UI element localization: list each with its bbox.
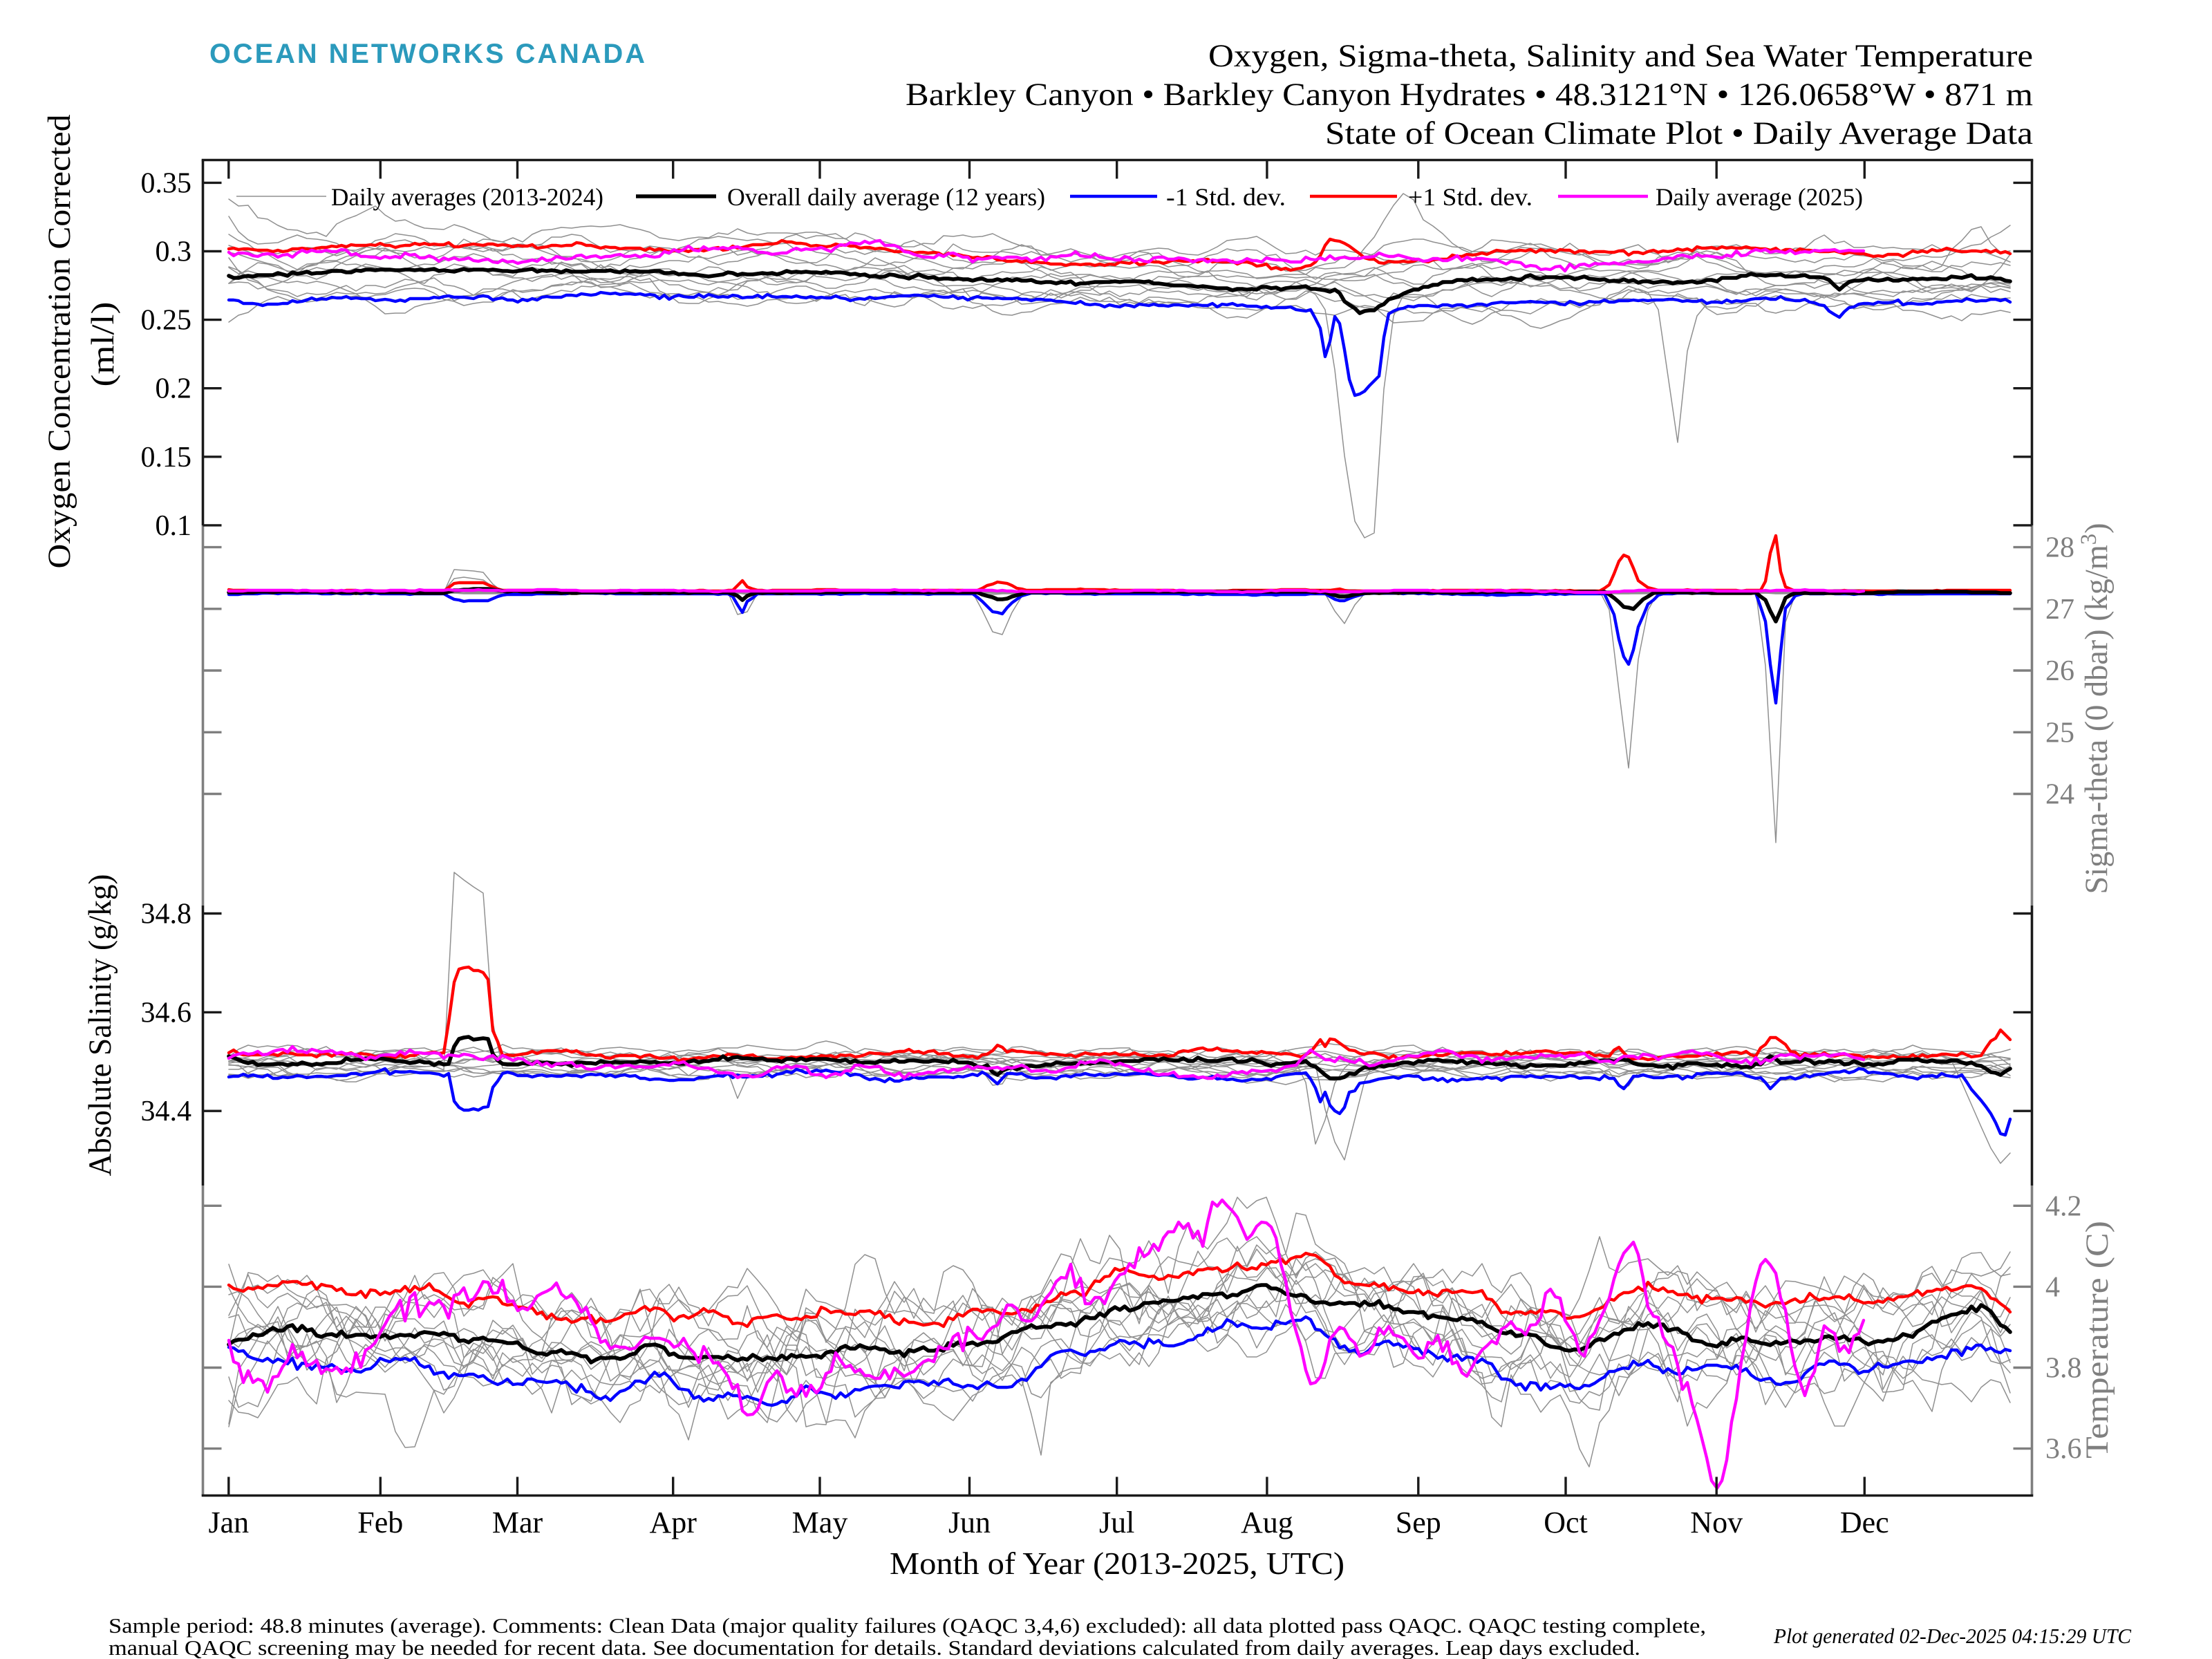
- svg-text:-1 Std. dev.: -1 Std. dev.: [1166, 183, 1286, 211]
- svg-text:Mar: Mar: [492, 1506, 543, 1539]
- svg-text:Overall daily average (12 year: Overall daily average (12 years): [727, 183, 1045, 211]
- svg-text:4.2: 4.2: [2045, 1190, 2082, 1222]
- svg-text:Oxygen Concentration Corrected: Oxygen Concentration Corrected: [41, 115, 77, 569]
- svg-text:Jan: Jan: [208, 1506, 249, 1539]
- svg-text:3.8: 3.8: [2045, 1353, 2082, 1385]
- svg-text:27: 27: [2045, 594, 2074, 626]
- svg-text:(ml/l): (ml/l): [85, 302, 121, 387]
- svg-text:Apr: Apr: [649, 1506, 697, 1539]
- svg-text:0.2: 0.2: [156, 373, 192, 405]
- svg-text:Jul: Jul: [1099, 1506, 1134, 1539]
- svg-text:Absolute Salinity (g/kg): Absolute Salinity (g/kg): [82, 874, 118, 1177]
- svg-text:May: May: [792, 1506, 848, 1539]
- svg-text:25: 25: [2045, 717, 2074, 749]
- svg-text:Feb: Feb: [357, 1506, 403, 1539]
- svg-text:Plot generated 02-Dec-2025 04:: Plot generated 02-Dec-2025 04:15:29 UTC: [1773, 1624, 2131, 1648]
- svg-text:Oxygen, Sigma-theta, Salinity: Oxygen, Sigma-theta, Salinity and Sea Wa…: [1208, 38, 2033, 74]
- svg-text:Daily average (2025): Daily average (2025): [1656, 183, 1863, 211]
- svg-text:State of Ocean Climate Plot •: State of Ocean Climate Plot • Daily Aver…: [1325, 115, 2033, 151]
- svg-text:Dec: Dec: [1840, 1506, 1889, 1539]
- svg-text:+1 Std. dev.: +1 Std. dev.: [1408, 183, 1533, 211]
- svg-text:0.1: 0.1: [156, 510, 192, 542]
- svg-text:4: 4: [2045, 1271, 2060, 1303]
- svg-text:Sample period: 48.8 minutes (a: Sample period: 48.8 minutes (average). C…: [109, 1613, 1706, 1638]
- svg-text:28: 28: [2045, 532, 2074, 564]
- svg-text:0.25: 0.25: [141, 305, 192, 337]
- svg-text:0.15: 0.15: [141, 442, 192, 474]
- svg-text:Oct: Oct: [1544, 1506, 1588, 1539]
- svg-text:34.6: 34.6: [141, 997, 192, 1029]
- svg-text:Aug: Aug: [1241, 1506, 1293, 1539]
- svg-text:Temperature (C): Temperature (C): [2079, 1221, 2115, 1459]
- svg-text:26: 26: [2045, 655, 2074, 687]
- svg-text:0.3: 0.3: [156, 236, 192, 268]
- svg-text:24: 24: [2045, 779, 2074, 811]
- svg-text:34.4: 34.4: [141, 1096, 192, 1127]
- svg-text:Nov: Nov: [1690, 1506, 1743, 1539]
- svg-text:Barkley Canyon • Barkley Canyo: Barkley Canyon • Barkley Canyon Hydrates…: [906, 77, 2033, 113]
- svg-text:manual QAQC screening may be n: manual QAQC screening may be needed for …: [109, 1635, 1640, 1659]
- svg-text:0.35: 0.35: [141, 167, 192, 199]
- svg-text:Jun: Jun: [948, 1506, 991, 1539]
- svg-text:Daily averages (2013-2024): Daily averages (2013-2024): [331, 183, 603, 211]
- svg-text:Month of Year (2013-2025, UTC): Month of Year (2013-2025, UTC): [890, 1546, 1344, 1581]
- svg-text:Sep: Sep: [1396, 1506, 1441, 1539]
- svg-text:34.8: 34.8: [141, 899, 192, 930]
- svg-text:Sigma-theta (0 dbar) (kg/m3): Sigma-theta (0 dbar) (kg/m3): [2077, 523, 2115, 894]
- svg-text:3.6: 3.6: [2045, 1434, 2082, 1465]
- svg-text:OCEAN NETWORKS CANADA: OCEAN NETWORKS CANADA: [209, 39, 647, 69]
